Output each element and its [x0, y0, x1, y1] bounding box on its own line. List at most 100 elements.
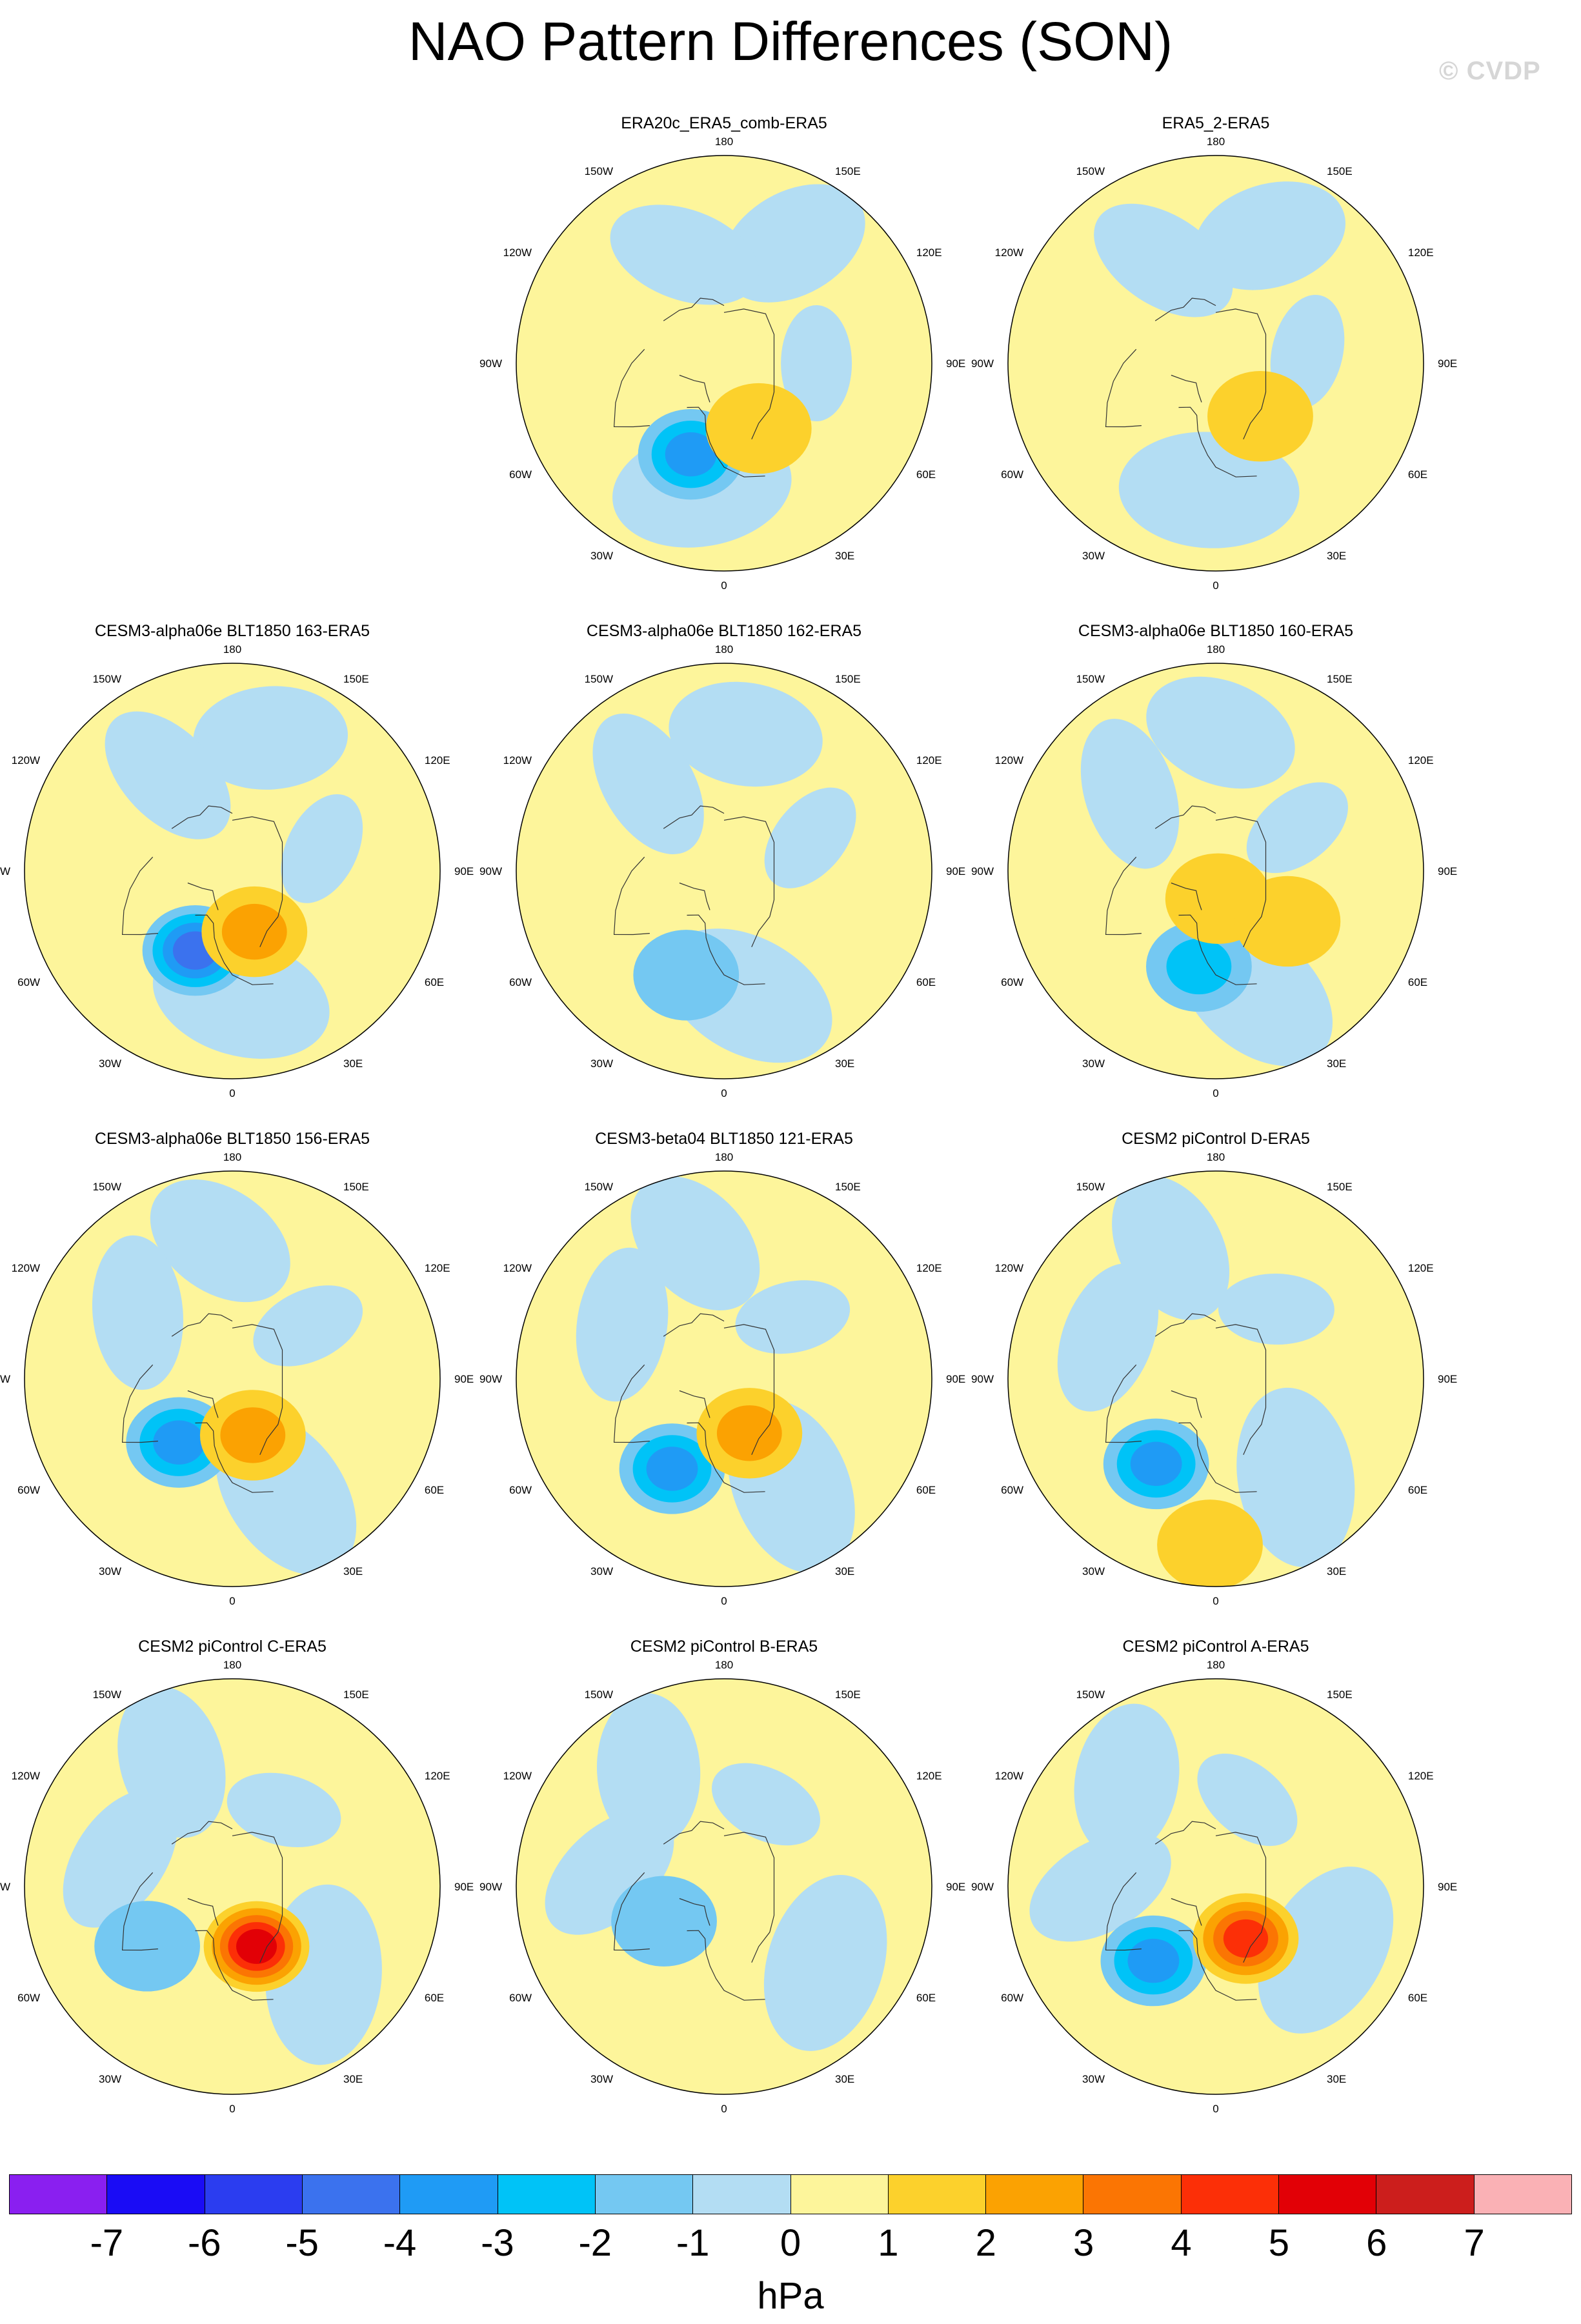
colorbar-swatch	[693, 2175, 791, 2214]
coastline	[613, 856, 650, 936]
longitude-label: 90E	[1438, 357, 1457, 370]
longitude-label: 90W	[0, 865, 10, 877]
longitude-label: 90E	[1438, 1373, 1457, 1385]
longitude-label: 180	[223, 643, 241, 656]
panel-title: CESM3-alpha06e BLT1850 163-ERA5	[94, 622, 370, 640]
coastline	[613, 1872, 650, 1951]
colorbar-tick-label: 5	[1268, 2222, 1289, 2264]
longitude-label: 120W	[12, 754, 40, 766]
negative-field	[669, 681, 823, 787]
coastline	[679, 1390, 710, 1418]
coastline	[171, 1821, 233, 1845]
longitude-label: 90E	[946, 865, 965, 877]
longitude-label: 90E	[946, 1881, 965, 1893]
high-anomaly-contour	[716, 1405, 782, 1461]
low-anomaly-contour	[1130, 1441, 1182, 1487]
longitude-label: 150W	[93, 1688, 121, 1701]
negative-field	[281, 794, 363, 903]
coastline	[1105, 1364, 1142, 1443]
longitude-label: 60E	[1408, 1484, 1427, 1496]
longitude-label: 60E	[425, 1992, 444, 2004]
longitude-label: 60E	[1408, 468, 1427, 481]
longitude-label: 30W	[99, 1057, 121, 1070]
longitude-label: 90W	[971, 865, 994, 877]
longitude-label: 0	[1213, 579, 1218, 592]
longitude-label: 120E	[916, 754, 942, 766]
polar-map: 180 150W 150E 120W 120E 90W 90E 60W 60E 30W 30E 0	[971, 1659, 1457, 2115]
coastline	[679, 882, 710, 910]
longitude-label: 120E	[425, 754, 450, 766]
polar-map: 180 150W 150E 120W 120E 90W 90E 60W 60E 30W 30E 0	[479, 135, 965, 592]
longitude-label: 60E	[916, 1992, 936, 2004]
coastline	[679, 1898, 710, 1926]
longitude-label: 60W	[17, 1992, 40, 2004]
longitude-label: 60E	[916, 976, 936, 988]
longitude-label: 150E	[1327, 673, 1353, 685]
polar-map: 180 150W 150E 120W 120E 90W 90E 60W 60E 30W 30E 0	[479, 1151, 965, 1607]
colorbar-swatch	[1083, 2175, 1182, 2214]
longitude-label: 60W	[509, 1484, 532, 1496]
negative-field	[105, 711, 231, 839]
colorbar-swatch	[302, 2175, 401, 2214]
coastline	[1171, 1898, 1202, 1926]
negative-field	[150, 1179, 290, 1303]
longitude-label: 150W	[1076, 1181, 1105, 1193]
negative-field	[1146, 676, 1295, 789]
longitude-label: 0	[1213, 1595, 1218, 1607]
coastline	[1178, 1422, 1257, 1493]
coastline	[687, 406, 765, 477]
low-anomaly-contour	[94, 1901, 201, 1992]
coastline	[1178, 406, 1257, 477]
high-anomaly-contour	[236, 1928, 277, 1964]
longitude-label: 30E	[1327, 1057, 1346, 1070]
negative-field	[1080, 719, 1180, 869]
longitude-label: 150E	[835, 1181, 861, 1193]
longitude-label: 90E	[1438, 865, 1457, 877]
panel-title: CESM2 piControl C-ERA5	[138, 1638, 327, 1656]
colorbar-swatch	[1474, 2175, 1571, 2214]
longitude-label: 150W	[585, 165, 613, 177]
longitude-label: 120E	[916, 1770, 942, 1782]
negative-field	[1197, 1753, 1298, 1847]
polar-map: 180 150W 150E 120W 120E 90W 90E 60W 60E 30W 30E 0	[971, 135, 1457, 592]
longitude-label: 150E	[343, 1688, 369, 1701]
panel-title: ERA5_2-ERA5	[1162, 114, 1270, 132]
longitude-label: 90W	[971, 1881, 994, 1893]
longitude-label: 0	[721, 1595, 727, 1607]
longitude-label: 30E	[1327, 1565, 1346, 1578]
longitude-label: 30E	[835, 2073, 854, 2085]
colorbar-tick-label: -6	[187, 2222, 221, 2264]
longitude-label: 150W	[1076, 165, 1105, 177]
negative-field	[630, 1176, 760, 1311]
longitude-label: 30W	[1082, 2073, 1105, 2085]
longitude-label: 90W	[971, 357, 994, 370]
longitude-label: 60E	[425, 976, 444, 988]
longitude-label: 60E	[916, 1484, 936, 1496]
colorbar-tick-label: 0	[780, 2222, 801, 2264]
panel-title: CESM3-alpha06e BLT1850 160-ERA5	[1078, 622, 1354, 640]
low-anomaly-contour	[646, 1447, 698, 1491]
coastline	[1215, 816, 1267, 947]
longitude-label: 90E	[946, 1373, 965, 1385]
coastline	[187, 882, 219, 910]
longitude-label: 120E	[1408, 754, 1434, 766]
longitude-label: 60W	[1001, 468, 1023, 481]
longitude-label: 120E	[1408, 1770, 1434, 1782]
longitude-label: 30W	[1082, 1057, 1105, 1070]
polar-map: 180 150W 150E 120W 120E 90W 90E 60W 60E 30W 30E 0	[971, 1151, 1457, 1607]
negative-field	[763, 1874, 887, 2051]
longitude-label: 30E	[835, 1057, 854, 1070]
longitude-label: 120W	[995, 1770, 1023, 1782]
high-anomaly-contour	[1234, 876, 1341, 967]
longitude-label: 150E	[343, 1181, 369, 1193]
longitude-label: 180	[1207, 135, 1225, 148]
coastline	[1178, 1930, 1257, 2001]
colorbar-tick-label: -1	[676, 2222, 710, 2264]
map-border	[516, 1678, 932, 2095]
longitude-label: 180	[1207, 643, 1225, 656]
longitude-label: 30E	[1327, 2073, 1346, 2085]
longitude-label: 150E	[1327, 1181, 1353, 1193]
longitude-label: 60W	[17, 976, 40, 988]
longitude-label: 60E	[916, 468, 936, 481]
negative-field	[1029, 1831, 1171, 1942]
